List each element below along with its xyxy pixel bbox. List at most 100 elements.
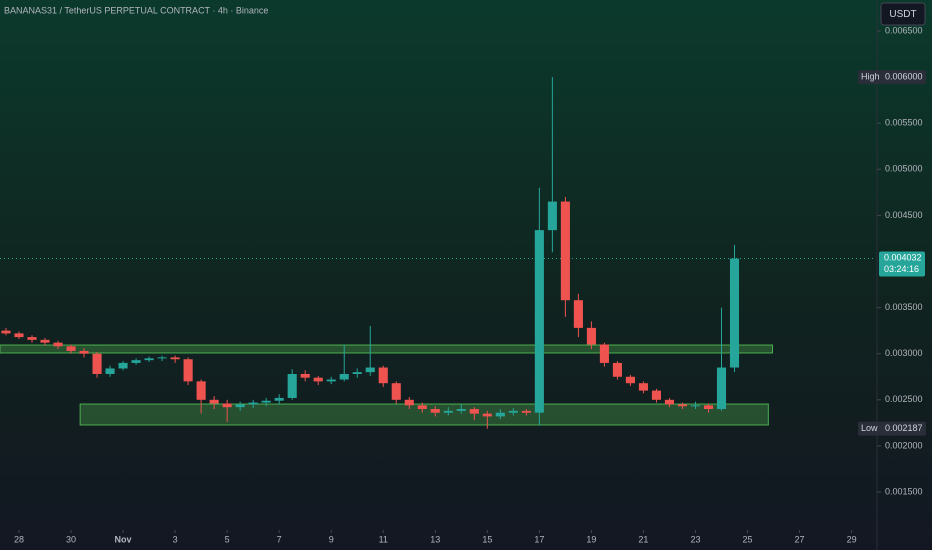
candle-body [66,346,76,351]
x-tick-label: 15 [482,534,492,544]
x-tick-label: 23 [690,534,700,544]
candle-body [430,409,440,413]
low-marker-label: 0.002187 [885,423,923,433]
candle-body [573,300,583,328]
candle-body [53,342,63,347]
candle-body [612,362,622,377]
candle-body [378,367,388,384]
y-tick-label: 0.002000 [885,440,923,450]
candle-body [716,367,727,410]
x-tick-label: 25 [743,534,753,544]
candle-body [729,258,740,368]
currency-label: USDT [889,9,916,20]
candle-body [482,413,492,417]
x-tick-label: 9 [329,534,334,544]
candle-body [92,353,102,374]
high-marker-box [858,70,926,85]
candle-body [508,410,518,413]
candle-body [703,405,714,410]
candle-body [157,357,167,359]
candle-body [521,410,531,413]
candle-body [651,390,661,400]
x-tick-label: Nov [115,534,132,544]
y-tick-label: 0.005500 [885,118,923,128]
candle-body [547,201,557,231]
x-tick-label: 19 [586,534,596,544]
candle-body [391,383,401,400]
x-tick-label: 27 [795,534,805,544]
last-price-label: 0.004032 [884,252,922,262]
x-tick-label: 7 [277,534,282,544]
candle-body [287,373,297,398]
high-marker-name: High [861,71,880,81]
candle-body [261,400,271,403]
low-marker-box [858,421,926,436]
chart-title: BANANAS31 / TetherUS PERPETUAL CONTRACT … [4,5,268,15]
candle-body [300,373,310,378]
candle-body [417,405,427,410]
candle-body [27,337,37,340]
y-tick-label: 0.003500 [885,302,923,312]
candle-body [690,405,701,407]
countdown-label: 03:24:16 [884,264,919,274]
x-tick-label: 13 [430,534,440,544]
candle-body [677,404,688,407]
candle-body [586,327,596,345]
y-tick-label: 0.003000 [885,348,923,358]
candle-body [339,373,349,380]
candle-body [209,399,219,404]
candle-body [365,367,375,373]
x-tick-label: 17 [534,534,544,544]
candle-body [664,399,675,405]
candle-body [248,402,258,405]
candle-body [40,339,50,343]
candle-body [625,376,635,384]
candle-body [118,362,128,369]
candle-body [456,409,466,411]
x-tick-label: 28 [14,534,24,544]
support-zone [79,403,769,426]
candle-body [105,368,115,374]
candle-body [495,412,505,417]
candle-body [196,381,206,400]
candle-body [638,383,648,391]
candle-body [599,344,609,363]
candle-body [235,404,245,408]
candle-body [170,357,180,360]
candle-body [144,358,154,361]
candle-body [326,379,336,382]
candle-body [274,397,284,401]
currency-button[interactable] [880,2,926,26]
x-tick-label: 21 [638,534,648,544]
candle-body [534,230,544,413]
candle-body [404,399,414,406]
x-tick-label: 3 [173,534,178,544]
candle-body [131,360,141,363]
candle-body [1,330,11,334]
support-zone [0,344,773,354]
candle-body [469,409,479,414]
candle-body [352,372,362,374]
candle-body [14,333,24,338]
candle-body [560,201,570,301]
last-price-box [879,251,925,277]
y-tick-label: 0.004500 [885,210,923,220]
y-tick-label: 0.006500 [885,25,923,35]
candle-body [222,403,232,408]
candle-body [79,350,89,354]
y-tick-label: 0.002500 [885,394,923,404]
candle-body [313,377,323,382]
candle-body [443,410,453,413]
x-tick-label: 5 [225,534,230,544]
x-tick-label: 11 [379,534,388,544]
y-tick-label: 0.001500 [885,486,923,496]
x-tick-label: 30 [66,534,76,544]
low-marker-name: Low [861,423,878,433]
y-tick-label: 0.005000 [885,164,923,174]
high-marker-label: 0.006000 [885,71,923,81]
x-tick-label: 29 [847,534,857,544]
candle-body [183,359,193,382]
